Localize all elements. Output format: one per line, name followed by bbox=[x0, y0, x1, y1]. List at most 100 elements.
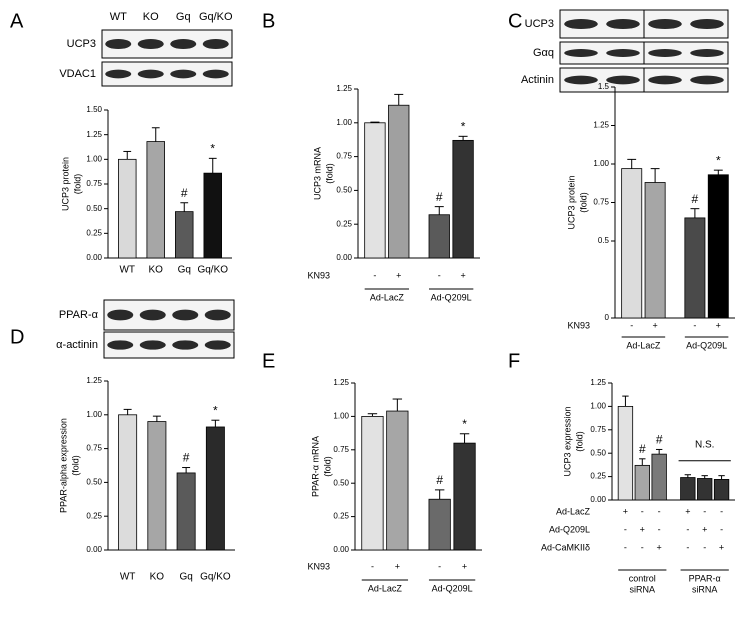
y-tick-label: 0.00 bbox=[336, 253, 352, 262]
x-tick-label: KO bbox=[150, 572, 165, 583]
significance-mark: # bbox=[656, 433, 663, 447]
treatment-mark: - bbox=[686, 524, 689, 534]
y-tick-label: 1.00 bbox=[86, 154, 102, 163]
blot-band bbox=[648, 18, 682, 30]
blot-band bbox=[204, 309, 231, 321]
treatment-mark: - bbox=[373, 270, 376, 280]
blot-band bbox=[564, 49, 598, 57]
y-axis-label: (fold) bbox=[72, 174, 82, 195]
y-tick-label: 0.50 bbox=[336, 186, 352, 195]
bar bbox=[118, 158, 137, 259]
blot-band bbox=[648, 49, 682, 57]
blot-header: WT bbox=[110, 11, 127, 23]
treatment-mark: + bbox=[640, 524, 645, 534]
blot-header: KO bbox=[143, 11, 159, 23]
group-label: Ad-Q209L bbox=[432, 583, 473, 593]
panel-letter: A bbox=[10, 10, 24, 32]
y-tick-label: 0.50 bbox=[333, 478, 349, 487]
treatment-mark: - bbox=[641, 542, 644, 552]
blot-label: VDAC1 bbox=[59, 68, 96, 80]
bar bbox=[651, 453, 667, 501]
bar bbox=[428, 214, 450, 259]
treatment-mark: - bbox=[438, 270, 441, 280]
bar bbox=[617, 405, 634, 501]
significance-mark: # bbox=[692, 192, 699, 206]
y-tick-label: 1.25 bbox=[333, 378, 349, 387]
bar bbox=[386, 410, 409, 551]
group-label: Ad-LacZ bbox=[626, 340, 661, 350]
y-axis-label: (fold) bbox=[322, 456, 332, 477]
treatment-mark: + bbox=[702, 524, 707, 534]
blot-band bbox=[202, 38, 229, 50]
y-tick-label: 1.50 bbox=[86, 105, 102, 114]
group-label: PPAR-α bbox=[689, 573, 721, 583]
x-tick-label: Gq/KO bbox=[200, 572, 231, 583]
significance-mark: # bbox=[183, 451, 190, 465]
blot-band bbox=[690, 75, 724, 85]
blot-band bbox=[564, 75, 598, 85]
y-tick-label: 0 bbox=[605, 313, 610, 322]
y-axis-label: UCP3 expression bbox=[562, 406, 572, 476]
y-tick-label: 1.25 bbox=[86, 376, 102, 385]
treatment-mark: + bbox=[657, 542, 662, 552]
y-tick-label: 1.00 bbox=[333, 412, 349, 421]
y-tick-label: 0.00 bbox=[86, 253, 102, 262]
treatment-mark: - bbox=[720, 506, 723, 516]
y-tick-label: 0.00 bbox=[333, 545, 349, 554]
treatment-mark: + bbox=[652, 320, 657, 330]
bar bbox=[707, 174, 729, 319]
bar bbox=[452, 139, 474, 259]
significance-mark: * bbox=[716, 153, 721, 167]
y-tick-label: 0.25 bbox=[336, 219, 352, 228]
blot-band bbox=[139, 340, 166, 350]
treatment-mark: - bbox=[438, 561, 441, 571]
bar bbox=[388, 104, 410, 259]
blot-band bbox=[107, 340, 134, 350]
blot-band bbox=[170, 69, 197, 79]
y-axis-label: (fold) bbox=[578, 192, 588, 213]
group-label: Ad-Q209L bbox=[686, 340, 727, 350]
blot-band bbox=[204, 340, 231, 350]
blot-band bbox=[139, 309, 166, 321]
treatment-mark: + bbox=[396, 270, 401, 280]
treatment-name: Ad-Q209L bbox=[549, 524, 590, 534]
y-axis-label: UCP3 protein bbox=[566, 175, 576, 229]
panel-letter: D bbox=[10, 326, 24, 348]
treatment-mark: + bbox=[462, 561, 467, 571]
y-axis-label: (fold) bbox=[574, 431, 584, 452]
treatment-mark: - bbox=[624, 542, 627, 552]
panel: E PPAR-α mRNA (fold) 0.00 0.25 0.50 0.75 1.00 1.… bbox=[262, 350, 482, 593]
y-tick-label: 0.25 bbox=[590, 472, 606, 481]
y-tick-label: 1.00 bbox=[336, 118, 352, 127]
y-tick-label: 1.25 bbox=[593, 121, 609, 130]
panel: A UCP3 VDAC1 WT KO Gq Gq/KO UCP3 protein (fold) 0… bbox=[10, 10, 233, 275]
x-tick-label: Gq/KO bbox=[197, 265, 228, 276]
blot-band bbox=[137, 38, 164, 50]
treatment-mark: + bbox=[460, 270, 465, 280]
y-axis-label: UCP3 mRNA bbox=[312, 147, 322, 200]
y-tick-label: 1.00 bbox=[86, 410, 102, 419]
x-tick-label: KO bbox=[149, 265, 164, 276]
treatment-mark: - bbox=[658, 524, 661, 534]
blot-band bbox=[107, 309, 134, 321]
bar bbox=[713, 479, 730, 501]
treatment-mark: - bbox=[686, 542, 689, 552]
y-tick-label: 0.25 bbox=[86, 228, 102, 237]
y-tick-label: 0.25 bbox=[333, 512, 349, 521]
bar bbox=[147, 421, 167, 551]
treatment-mark: + bbox=[719, 542, 724, 552]
blot-label: Gαq bbox=[533, 47, 554, 59]
group-label: control bbox=[629, 573, 656, 583]
y-tick-label: 0.75 bbox=[86, 444, 102, 453]
y-tick-label: 0.50 bbox=[590, 448, 606, 457]
blot-band bbox=[648, 75, 682, 85]
treatment-mark: + bbox=[685, 506, 690, 516]
treatment-mark: - bbox=[630, 320, 633, 330]
treatment-mark: - bbox=[371, 561, 374, 571]
x-tick-label: WT bbox=[119, 265, 135, 276]
y-tick-label: 0.75 bbox=[336, 152, 352, 161]
treatment-name: KN93 bbox=[567, 320, 590, 330]
treatment-name: KN93 bbox=[307, 561, 330, 571]
y-tick-label: 1.00 bbox=[590, 402, 606, 411]
blot-band bbox=[690, 18, 724, 30]
